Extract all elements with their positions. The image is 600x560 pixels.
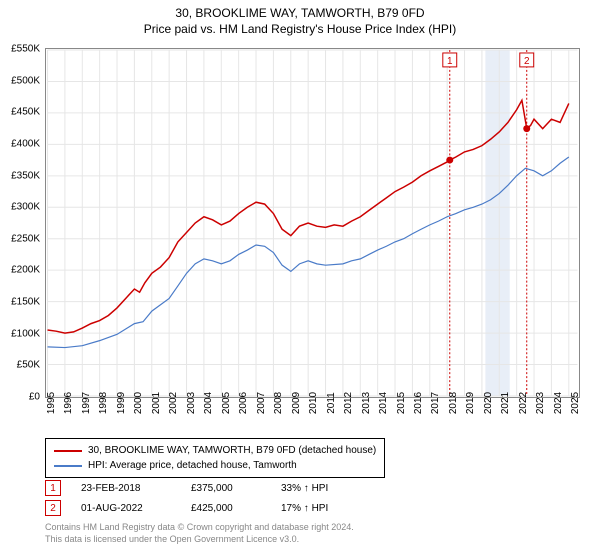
title-address: 30, BROOKLIME WAY, TAMWORTH, B79 0FD bbox=[0, 6, 600, 20]
x-tick-label: 2006 bbox=[238, 392, 249, 414]
x-tick-label: 2001 bbox=[151, 392, 162, 414]
x-tick-label: 2014 bbox=[378, 392, 389, 414]
x-tick-label: 2018 bbox=[448, 392, 459, 414]
x-tick-label: 2008 bbox=[273, 392, 284, 414]
x-tick-label: 2012 bbox=[343, 392, 354, 414]
x-tick-label: 1998 bbox=[98, 392, 109, 414]
x-tick-label: 2015 bbox=[396, 392, 407, 414]
x-tick-label: 2022 bbox=[518, 392, 529, 414]
x-tick-label: 2016 bbox=[413, 392, 424, 414]
legend-label: 30, BROOKLIME WAY, TAMWORTH, B79 0FD (de… bbox=[88, 443, 376, 458]
footer-line1: Contains HM Land Registry data © Crown c… bbox=[45, 522, 354, 534]
legend-swatch bbox=[54, 465, 82, 467]
x-tick-label: 2002 bbox=[168, 392, 179, 414]
legend-label: HPI: Average price, detached house, Tamw… bbox=[88, 458, 297, 473]
y-tick-label: £150K bbox=[11, 297, 40, 308]
marker-row: 1 23-FEB-2018 £375,000 33% ↑ HPI bbox=[45, 478, 328, 498]
x-tick-label: 2023 bbox=[535, 392, 546, 414]
x-tick-label: 2000 bbox=[133, 392, 144, 414]
y-tick-label: £50K bbox=[17, 360, 40, 371]
x-tick-label: 2020 bbox=[483, 392, 494, 414]
marker-price: £375,000 bbox=[191, 483, 261, 494]
y-tick-label: £550K bbox=[11, 44, 40, 55]
marker-date: 23-FEB-2018 bbox=[81, 483, 171, 494]
x-tick-label: 2009 bbox=[291, 392, 302, 414]
marker-row: 2 01-AUG-2022 £425,000 17% ↑ HPI bbox=[45, 498, 328, 518]
x-tick-label: 2011 bbox=[326, 392, 337, 414]
svg-text:1: 1 bbox=[447, 56, 453, 67]
footer: Contains HM Land Registry data © Crown c… bbox=[45, 522, 354, 545]
y-tick-label: £200K bbox=[11, 265, 40, 276]
x-tick-label: 2013 bbox=[361, 392, 372, 414]
y-tick-label: £450K bbox=[11, 107, 40, 118]
marker-number: 2 bbox=[45, 500, 61, 516]
chart-area: 12 £0£50K£100K£150K£200K£250K£300K£350K£… bbox=[45, 48, 580, 398]
marker-price: £425,000 bbox=[191, 503, 261, 514]
legend-row: 30, BROOKLIME WAY, TAMWORTH, B79 0FD (de… bbox=[54, 443, 376, 458]
x-tick-label: 2007 bbox=[256, 392, 267, 414]
legend: 30, BROOKLIME WAY, TAMWORTH, B79 0FD (de… bbox=[45, 438, 385, 478]
x-tick-label: 1999 bbox=[116, 392, 127, 414]
svg-text:2: 2 bbox=[524, 56, 530, 67]
y-tick-label: £300K bbox=[11, 202, 40, 213]
x-tick-label: 2010 bbox=[308, 392, 319, 414]
y-tick-label: £0 bbox=[29, 392, 40, 403]
y-tick-label: £400K bbox=[11, 138, 40, 149]
x-tick-label: 2017 bbox=[430, 392, 441, 414]
x-tick-label: 2003 bbox=[186, 392, 197, 414]
x-tick-label: 2004 bbox=[203, 392, 214, 414]
plot-svg: 12 bbox=[45, 48, 580, 398]
x-tick-label: 1995 bbox=[46, 392, 57, 414]
title-subtitle: Price paid vs. HM Land Registry's House … bbox=[0, 22, 600, 36]
chart-container: 30, BROOKLIME WAY, TAMWORTH, B79 0FD Pri… bbox=[0, 0, 600, 560]
x-tick-label: 2021 bbox=[500, 392, 511, 414]
marker-pct: 33% ↑ HPI bbox=[281, 483, 328, 494]
footer-line2: This data is licensed under the Open Gov… bbox=[45, 534, 354, 546]
x-tick-label: 2024 bbox=[553, 392, 564, 414]
x-tick-label: 1997 bbox=[81, 392, 92, 414]
marker-table: 1 23-FEB-2018 £375,000 33% ↑ HPI 2 01-AU… bbox=[45, 478, 328, 518]
x-tick-label: 2005 bbox=[221, 392, 232, 414]
x-tick-label: 2019 bbox=[465, 392, 476, 414]
x-tick-label: 1996 bbox=[63, 392, 74, 414]
y-tick-label: £100K bbox=[11, 328, 40, 339]
title-block: 30, BROOKLIME WAY, TAMWORTH, B79 0FD Pri… bbox=[0, 0, 600, 36]
legend-row: HPI: Average price, detached house, Tamw… bbox=[54, 458, 376, 473]
y-tick-label: £350K bbox=[11, 170, 40, 181]
legend-swatch bbox=[54, 450, 82, 452]
marker-number: 1 bbox=[45, 480, 61, 496]
y-tick-label: £500K bbox=[11, 75, 40, 86]
marker-pct: 17% ↑ HPI bbox=[281, 503, 328, 514]
y-tick-label: £250K bbox=[11, 233, 40, 244]
marker-date: 01-AUG-2022 bbox=[81, 503, 171, 514]
x-tick-label: 2025 bbox=[570, 392, 581, 414]
